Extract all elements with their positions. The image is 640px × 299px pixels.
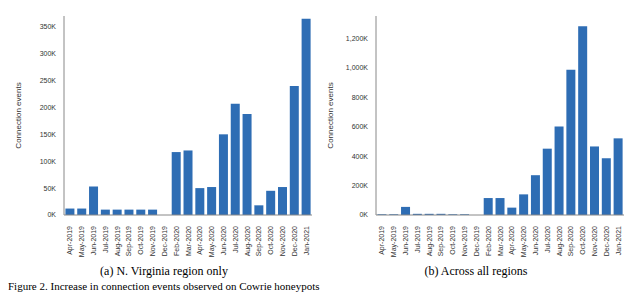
svg-text:Aug-2020: Aug-2020 (556, 226, 564, 256)
svg-text:May-2020: May-2020 (520, 226, 528, 257)
svg-text:Jul-2019: Jul-2019 (414, 226, 421, 253)
svg-text:Dec-2020: Dec-2020 (603, 226, 610, 256)
svg-text:1,000K: 1,000K (346, 64, 369, 71)
svg-text:600K: 600K (352, 123, 369, 130)
svg-text:Sep-2019: Sep-2019 (437, 226, 445, 256)
svg-text:Jul-2019: Jul-2019 (102, 226, 109, 253)
html-text:Figure 2. Increase in connecti: Figure 2. Increase in connection events … (8, 280, 320, 292)
svg-text:150K: 150K (40, 131, 57, 138)
svg-text:50K: 50K (44, 185, 57, 192)
svg-text:Connection events: Connection events (14, 82, 23, 148)
svg-text:Jun-2020: Jun-2020 (532, 226, 539, 255)
svg-text:Mar-2020: Mar-2020 (185, 226, 192, 256)
svg-text:Oct-2019: Oct-2019 (137, 226, 144, 255)
svg-text:Apr-2019: Apr-2019 (378, 226, 386, 255)
svg-text:Nov-2019: Nov-2019 (149, 226, 156, 256)
svg-text:300K: 300K (40, 50, 57, 57)
svg-text:Jan-2021: Jan-2021 (615, 226, 622, 255)
svg-text:Oct-2020: Oct-2020 (579, 226, 586, 255)
svg-text:Oct-2019: Oct-2019 (449, 226, 456, 255)
svg-text:0K: 0K (47, 211, 56, 218)
svg-text:Apr-2019: Apr-2019 (66, 226, 74, 255)
svg-text:May-2019: May-2019 (78, 226, 86, 257)
svg-text:200K: 200K (40, 104, 57, 111)
svg-text:Dec-2019: Dec-2019 (473, 226, 480, 256)
svg-text:Jan-2021: Jan-2021 (303, 226, 310, 255)
svg-text:Dec-2020: Dec-2020 (291, 226, 298, 256)
svg-text:Connection events: Connection events (326, 82, 335, 148)
svg-text:Aug-2019: Aug-2019 (426, 226, 434, 256)
svg-text:Aug-2019: Aug-2019 (114, 226, 122, 256)
svg-text:250K: 250K (40, 77, 57, 84)
svg-text:Jun-2020: Jun-2020 (220, 226, 227, 255)
svg-text:Jul-2020: Jul-2020 (544, 226, 551, 253)
svg-text:100K: 100K (40, 158, 57, 165)
svg-text:350K: 350K (40, 23, 57, 30)
svg-text:Feb-2020: Feb-2020 (173, 226, 180, 256)
html-text:(a) N. Virginia region only: (a) N. Virginia region only (100, 264, 228, 278)
svg-text:Sep-2020: Sep-2020 (255, 226, 263, 256)
svg-text:Nov-2020: Nov-2020 (591, 226, 598, 256)
html-text:(b) Across all regions: (b) Across all regions (424, 264, 528, 278)
svg-text:Dec-2019: Dec-2019 (161, 226, 168, 256)
svg-text:May-2019: May-2019 (390, 226, 398, 257)
svg-text:0K: 0K (359, 211, 368, 218)
svg-text:Nov-2019: Nov-2019 (461, 226, 468, 256)
svg-text:800K: 800K (352, 94, 369, 101)
svg-text:Jul-2020: Jul-2020 (232, 226, 239, 253)
svg-text:Nov-2020: Nov-2020 (279, 226, 286, 256)
svg-text:Jun-2019: Jun-2019 (90, 226, 97, 255)
svg-text:Aug-2020: Aug-2020 (244, 226, 252, 256)
svg-text:Apr-2020: Apr-2020 (508, 226, 516, 255)
svg-text:May-2020: May-2020 (208, 226, 216, 257)
svg-text:Jun-2019: Jun-2019 (402, 226, 409, 255)
svg-text:Sep-2019: Sep-2019 (125, 226, 133, 256)
svg-text:400K: 400K (352, 153, 369, 160)
svg-text:1,200K: 1,200K (346, 35, 369, 42)
svg-text:Apr-2020: Apr-2020 (196, 226, 204, 255)
svg-text:Oct-2020: Oct-2020 (267, 226, 274, 255)
svg-text:Feb-2020: Feb-2020 (485, 226, 492, 256)
svg-text:Mar-2020: Mar-2020 (497, 226, 504, 256)
svg-text:200K: 200K (352, 182, 369, 189)
svg-text:Sep-2020: Sep-2020 (567, 226, 575, 256)
